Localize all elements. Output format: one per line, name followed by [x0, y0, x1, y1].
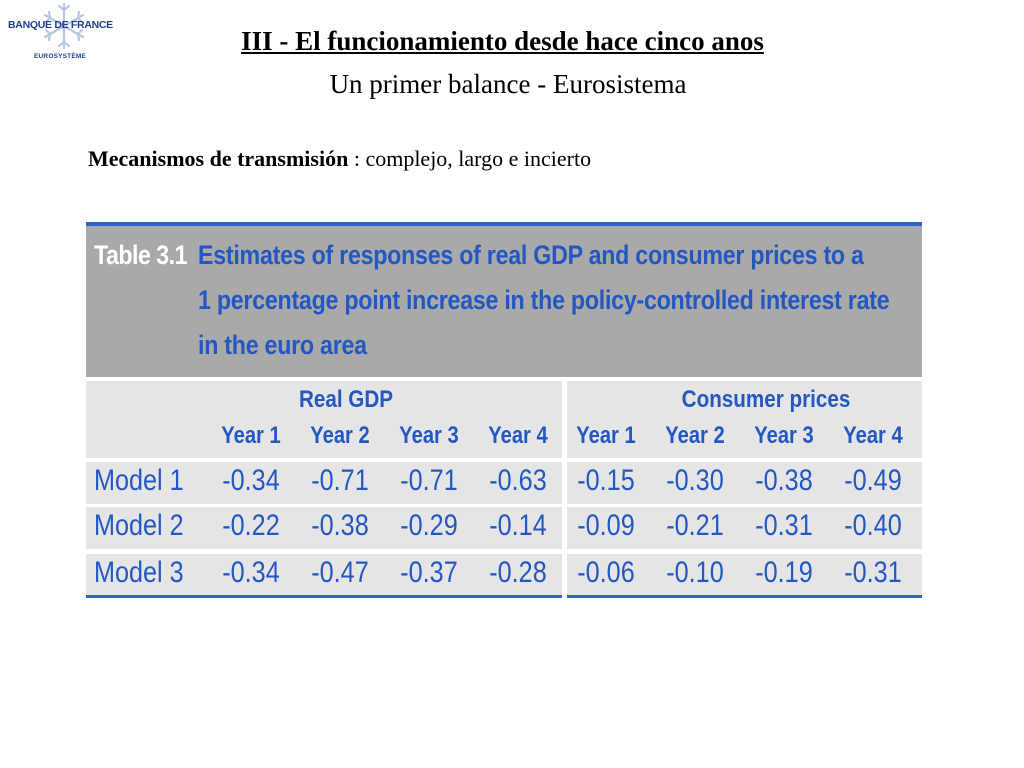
- table-cell: -0.21: [666, 509, 724, 542]
- table-cell: -0.49: [844, 464, 902, 497]
- year-header: Year 2: [665, 422, 725, 449]
- table-cell: -0.28: [489, 556, 547, 589]
- table-row-band-left: [86, 462, 562, 504]
- year-header: Year 1: [576, 422, 636, 449]
- year-header: Year 4: [488, 422, 548, 449]
- table-cell: -0.34: [222, 556, 280, 589]
- table-cell: -0.31: [755, 509, 813, 542]
- table-cell: -0.38: [755, 464, 813, 497]
- table-top-rule: [86, 222, 922, 226]
- year-header: Year 2: [310, 422, 370, 449]
- estimates-table: Table 3.1 Estimates of responses of real…: [86, 222, 922, 600]
- table-caption-band: [86, 226, 922, 377]
- table-caption-line-3: in the euro area: [198, 330, 367, 360]
- table-cell: -0.15: [577, 464, 635, 497]
- table-cell: -0.10: [666, 556, 724, 589]
- table-cell: -0.40: [844, 509, 902, 542]
- table-cell: -0.47: [311, 556, 369, 589]
- table-row-band-left: [86, 554, 562, 596]
- table-cell: -0.31: [844, 556, 902, 589]
- table-cell: -0.30: [666, 464, 724, 497]
- table-cell: -0.63: [489, 464, 547, 497]
- table-cell: -0.22: [222, 509, 280, 542]
- table-number-label: Table 3.1: [94, 240, 188, 270]
- lead-text: Mecanismos de transmisión : complejo, la…: [88, 146, 591, 172]
- group-header-consumer-prices: Consumer prices: [681, 386, 851, 413]
- model-row-label: Model 1: [94, 464, 184, 497]
- table-cell: -0.29: [400, 509, 458, 542]
- banque-de-france-logo: BANQUE DE FRANCE EUROSYSTÈME: [4, 2, 124, 64]
- year-header: Year 4: [843, 422, 903, 449]
- table-cell: -0.19: [755, 556, 813, 589]
- table-caption-gap: [86, 377, 922, 381]
- lead-bold-text: Mecanismos de transmisión: [88, 146, 349, 171]
- table-bottom-rule-right: [567, 595, 922, 598]
- table-row-band-left: [86, 507, 562, 549]
- table-cell: -0.34: [222, 464, 280, 497]
- year-header: Year 3: [754, 422, 814, 449]
- table-row-band-right: [567, 554, 922, 596]
- model-row-label: Model 3: [94, 556, 184, 589]
- table-bottom-rule-left: [86, 595, 562, 598]
- model-row-label: Model 2: [94, 509, 184, 542]
- table-cell: -0.71: [400, 464, 458, 497]
- table-cell: -0.71: [311, 464, 369, 497]
- logo-brand-text: BANQUE DE FRANCE: [8, 19, 113, 31]
- slide-title: III - El funcionamiento desde hace cinco…: [241, 26, 764, 56]
- table-cell: -0.38: [311, 509, 369, 542]
- table-row-band-right: [567, 462, 922, 504]
- year-header: Year 1: [221, 422, 281, 449]
- table-cell: -0.09: [577, 509, 635, 542]
- group-header-real-gdp: Real GDP: [298, 386, 394, 413]
- table-caption-line-2: 1 percentage point increase in the polic…: [198, 285, 890, 315]
- lead-rest-text: : complejo, largo e incierto: [348, 146, 592, 171]
- header-band-right: [567, 381, 922, 458]
- table-cell: -0.37: [400, 556, 458, 589]
- table-caption-line-1: Estimates of responses of real GDP and c…: [198, 240, 864, 270]
- header-band-left: [86, 381, 562, 458]
- logo-subtitle-text: EUROSYSTÈME: [34, 53, 87, 60]
- table-cell: -0.14: [489, 509, 547, 542]
- slide-subtitle: Un primer balance - Eurosistema: [329, 69, 687, 99]
- snowflake-logo-icon: [43, 2, 85, 50]
- year-header: Year 3: [399, 422, 459, 449]
- table-cell: -0.06: [577, 556, 635, 589]
- table-row-band-right: [567, 507, 922, 549]
